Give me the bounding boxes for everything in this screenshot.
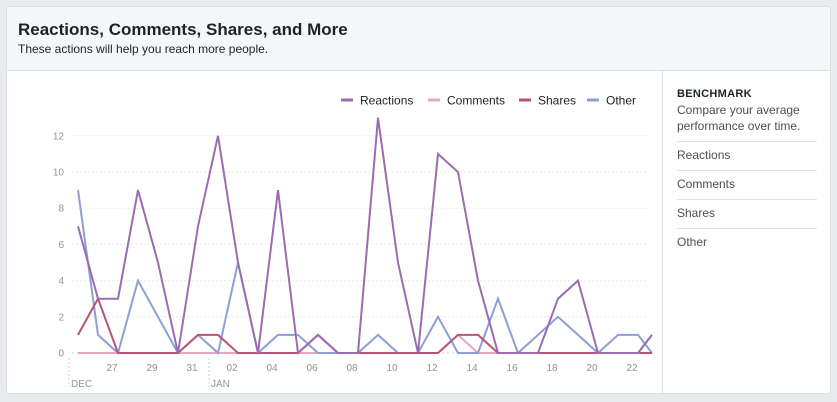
legend-label-other: Other	[606, 94, 636, 108]
y-tick-label: 10	[53, 168, 65, 179]
benchmark-description: Compare your average performance over ti…	[677, 103, 801, 133]
y-tick-label: 6	[58, 240, 64, 251]
line-chart: 0 2 4 6 8 10 12 27 29 31 02 04 06 08 10 12 14 16 18 20 22 DEC…	[7, 71, 662, 393]
benchmark-title: BENCHMARK	[677, 88, 752, 100]
x-tick-label: 29	[146, 363, 158, 374]
card-title: Reactions, Comments, Shares, and More	[18, 20, 348, 39]
benchmark-item-reactions[interactable]: Reactions	[677, 141, 817, 170]
y-tick-label: 0	[58, 349, 64, 360]
x-tick-label: 31	[186, 363, 198, 374]
x-tick-label: 12	[426, 363, 438, 374]
x-tick-label: 27	[106, 363, 118, 374]
x-tick-label: 18	[546, 363, 558, 374]
legend-label-comments: Comments	[447, 94, 505, 108]
y-tick-label: 2	[58, 312, 64, 323]
x-tick-label: 16	[506, 363, 518, 374]
month-label: JAN	[211, 379, 230, 390]
series-line-shares	[77, 296, 652, 354]
y-tick-label: 4	[58, 276, 64, 287]
month-label: DEC	[71, 379, 92, 390]
series-line-other	[77, 189, 653, 355]
series-line-comments	[78, 333, 653, 354]
x-tick-label: 08	[346, 363, 358, 374]
card-header: Reactions, Comments, Shares, and More Th…	[7, 7, 830, 71]
y-tick-label: 8	[58, 204, 64, 215]
x-tick-label: 22	[626, 363, 638, 374]
x-tick-label: 02	[226, 363, 238, 374]
y-tick-label: 12	[53, 131, 65, 142]
x-tick-label: 10	[386, 363, 398, 374]
card-subtitle: These actions will help you reach more p…	[18, 42, 269, 56]
series-line-reactions	[77, 117, 653, 356]
x-tick-label: 06	[306, 363, 318, 374]
benchmark-item-shares[interactable]: Shares	[677, 199, 817, 228]
benchmark-sidebar: BENCHMARK Compare your average performan…	[662, 71, 830, 393]
x-tick-label: 14	[466, 363, 478, 374]
insights-card: Reactions, Comments, Shares, and More Th…	[6, 6, 831, 394]
legend-label-shares: Shares	[538, 94, 576, 108]
legend-label-reactions: Reactions	[360, 94, 413, 108]
benchmark-item-other[interactable]: Other	[677, 228, 817, 257]
x-tick-label: 04	[266, 363, 278, 374]
benchmark-item-comments[interactable]: Comments	[677, 170, 817, 199]
x-tick-label: 20	[586, 363, 598, 374]
